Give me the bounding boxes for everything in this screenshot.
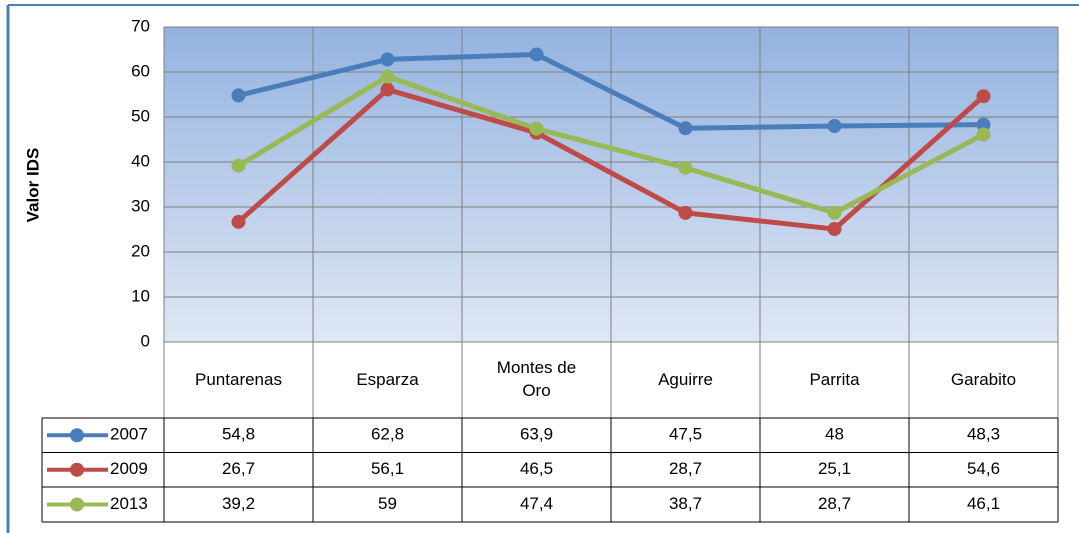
table-value: 62,8 (371, 425, 404, 444)
x-tick-label: Puntarenas (195, 369, 282, 389)
table-value: 46,1 (967, 494, 1000, 513)
data-point (976, 127, 991, 142)
data-point (380, 82, 395, 97)
data-point (678, 205, 693, 220)
data-point (678, 121, 693, 136)
data-point (678, 160, 693, 175)
data-point (976, 89, 991, 104)
table-value: 26,7 (222, 459, 255, 478)
data-point (529, 121, 544, 136)
x-tick-label: Parrita (809, 369, 860, 389)
legend-swatch (70, 462, 84, 477)
data-point (380, 52, 395, 67)
table-value: 63,9 (520, 425, 553, 444)
data-point (827, 205, 842, 220)
series-line (237, 51, 984, 131)
table-value: 47,5 (669, 425, 702, 444)
legend-swatch (70, 428, 84, 443)
table-value: 54,8 (222, 425, 255, 444)
legend-label: 2007 (110, 425, 148, 444)
category-cell: Garabito (950, 369, 1017, 389)
data-point (976, 117, 991, 132)
data-point (380, 69, 395, 84)
data-point (231, 88, 246, 103)
x-tick-label: Aguirre (658, 369, 713, 389)
series-line (236, 87, 986, 232)
x-tick-label: Garabito (950, 369, 1017, 389)
table-value: 59 (378, 494, 397, 513)
category-cell: Puntarenas (195, 369, 282, 389)
legend-label: 2013 (110, 494, 148, 513)
table-value: 56,1 (371, 459, 404, 478)
table-value: 28,7 (669, 459, 702, 478)
x-tick-label: Montes de Oro (496, 358, 577, 400)
table-value: 28,7 (818, 494, 851, 513)
y-axis-label: Valor IDS (23, 148, 42, 223)
table-value: 39,2 (222, 494, 255, 513)
table-value: 48 (825, 425, 844, 444)
category-cell: Montes de Oro (496, 358, 577, 400)
data-point (231, 214, 246, 229)
data-point (827, 119, 842, 133)
data-point (529, 47, 544, 62)
y-tick-label: 60 (131, 61, 150, 80)
y-tick-label: 40 (131, 151, 150, 170)
legend-swatch (70, 497, 84, 512)
table-value: 54,6 (967, 459, 1000, 478)
data-point (231, 158, 246, 173)
series-line (237, 74, 985, 216)
x-tick-label: Esparza (356, 369, 419, 389)
table-value: 38,7 (669, 494, 702, 513)
y-tick-label: 30 (131, 196, 150, 215)
category-cell: Esparza (356, 369, 419, 389)
y-tick-label: 0 (141, 331, 150, 350)
category-cell: Aguirre (658, 369, 713, 389)
table-value: 46,5 (520, 459, 553, 478)
category-cell: Parrita (809, 369, 860, 389)
table-value: 25,1 (818, 459, 851, 478)
data-point (827, 222, 842, 237)
y-tick-label: 50 (131, 106, 150, 125)
table-value: 47,4 (520, 494, 553, 513)
y-tick-label: 10 (131, 286, 150, 305)
y-tick-label: 70 (131, 16, 150, 35)
y-tick-label: 20 (131, 241, 150, 260)
table-value: 48,3 (967, 425, 1000, 444)
legend-label: 2009 (110, 459, 148, 478)
